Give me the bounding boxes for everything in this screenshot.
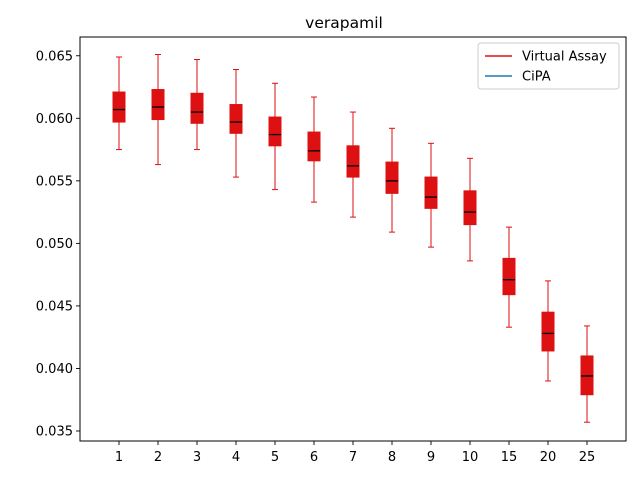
box-20 bbox=[541, 280, 555, 382]
y-tick-label: 0.040 bbox=[36, 362, 73, 377]
y-tick-label: 0.035 bbox=[36, 424, 73, 439]
chart-title: verapamil bbox=[305, 14, 383, 32]
legend-frame bbox=[477, 42, 620, 90]
box-15 bbox=[502, 226, 516, 328]
x-tick-label: 5 bbox=[271, 450, 279, 465]
x-tick-label: 3 bbox=[193, 450, 201, 465]
box-body bbox=[268, 116, 282, 147]
x-tick-label: 10 bbox=[462, 450, 479, 465]
x-tick-label: 7 bbox=[349, 450, 357, 465]
y-tick-label: 0.055 bbox=[36, 174, 73, 189]
box-body bbox=[151, 89, 165, 121]
x-tick-label: 9 bbox=[427, 450, 435, 465]
box-10 bbox=[463, 157, 477, 262]
box-7 bbox=[346, 111, 360, 218]
box-body bbox=[385, 161, 399, 194]
box-body bbox=[502, 257, 516, 296]
box-8 bbox=[385, 127, 399, 233]
x-tick-label: 4 bbox=[232, 450, 240, 465]
box-25 bbox=[580, 325, 594, 423]
box-body bbox=[346, 145, 360, 178]
x-tick-label: 2 bbox=[154, 450, 162, 465]
x-tick-label: 6 bbox=[310, 450, 318, 465]
y-tick-label: 0.065 bbox=[36, 49, 73, 64]
box-9 bbox=[424, 142, 438, 248]
box-body bbox=[541, 311, 555, 352]
x-tick-label: 25 bbox=[579, 450, 596, 465]
legend: Virtual Assay CiPA bbox=[477, 42, 620, 90]
legend-label-1: Virtual Assay bbox=[522, 50, 607, 65]
box-body bbox=[424, 176, 438, 209]
box-3 bbox=[190, 59, 204, 151]
box-2 bbox=[151, 54, 165, 166]
legend-label-2: CiPA bbox=[522, 70, 551, 85]
box-body bbox=[190, 92, 204, 124]
x-tick-label: 1 bbox=[115, 450, 123, 465]
axes-frame bbox=[79, 36, 627, 442]
box-6 bbox=[307, 96, 321, 203]
x-tick-label: 8 bbox=[388, 450, 396, 465]
y-tick-label: 0.050 bbox=[36, 237, 73, 252]
box-body bbox=[112, 91, 126, 123]
plot-area: 0.035 0.040 0.045 0.050 0.055 0.060 0.065 1 2 3 4 5… bbox=[36, 36, 627, 465]
x-tick-label: 15 bbox=[501, 450, 518, 465]
box-1 bbox=[112, 56, 126, 151]
x-tick-label: 20 bbox=[540, 450, 557, 465]
y-tick-label: 0.060 bbox=[36, 112, 73, 127]
box-4 bbox=[229, 69, 243, 178]
box-5 bbox=[268, 82, 282, 191]
y-tick-label: 0.045 bbox=[36, 299, 73, 314]
box-body bbox=[229, 104, 243, 134]
box-body bbox=[463, 190, 477, 226]
box-body bbox=[307, 131, 321, 162]
